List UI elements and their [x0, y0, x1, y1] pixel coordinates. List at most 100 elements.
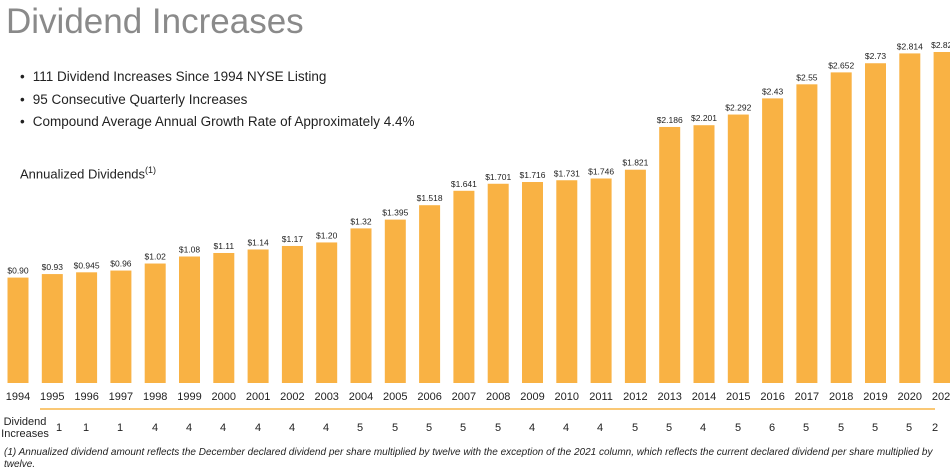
year-tick-label: 2004: [349, 391, 373, 403]
bar-1997: [110, 270, 132, 383]
bar-value-label: $0.96: [110, 259, 132, 269]
bar-2015: [727, 114, 749, 383]
year-tick-label: 1997: [109, 391, 133, 403]
bar-2008: [487, 183, 509, 383]
year-tick-label: 2015: [726, 391, 750, 403]
bar-2009: [522, 182, 543, 383]
bar-value-label: $1.731: [554, 168, 580, 178]
year-tick-label: 1999: [177, 391, 201, 403]
bar-value-label: $1.821: [622, 158, 648, 168]
bar-2006: [419, 205, 441, 383]
bar-1998: [144, 263, 166, 383]
dividend-increase-count: 5: [872, 422, 878, 434]
bar-2013: [659, 126, 681, 384]
annualized-dividends-label: Annualized Dividends(1): [20, 165, 156, 181]
bar-2011: [590, 178, 612, 383]
bar-2002: [281, 245, 303, 383]
year-tick-label: 2016: [760, 391, 784, 403]
dividend-increase-count: 4: [563, 422, 569, 434]
dividend-increase-count: 5: [426, 422, 432, 434]
bar-2010: [556, 180, 578, 383]
dividend-increases-label: Increases: [1, 428, 49, 440]
dividend-increase-count: 4: [529, 422, 535, 434]
year-tick-label: 2002: [280, 391, 304, 403]
year-tick-label: 1996: [74, 391, 98, 403]
dividend-increase-count: 1: [56, 422, 62, 434]
bar-value-label: $2.826: [931, 40, 950, 50]
bar-value-label: $2.55: [796, 72, 818, 82]
bar-1996: [76, 272, 98, 383]
bar-2001: [247, 249, 269, 383]
footnote-marker: (1): [145, 165, 157, 175]
dividend-increase-count: 4: [597, 422, 603, 434]
annualized-dividends-text: Annualized Dividends: [20, 166, 146, 182]
dividend-increase-count: 6: [769, 422, 775, 434]
highlight-item: 111 Dividend Increases Since 1994 NYSE L…: [20, 68, 414, 85]
bar-value-label: $2.652: [828, 60, 854, 70]
bar-2004: [350, 228, 372, 383]
dividend-increase-count: 5: [460, 422, 466, 434]
bar-1995: [41, 274, 63, 383]
year-tick-label: 2012: [623, 391, 647, 403]
bar-2016: [762, 98, 784, 383]
bar-value-label: $1.20: [316, 230, 338, 240]
dividend-increase-count: 5: [392, 422, 398, 434]
year-tick-label: 2001: [246, 391, 270, 403]
year-tick-label: 2000: [212, 391, 236, 403]
bar-2003: [316, 242, 338, 383]
dividend-increase-count: 5: [632, 422, 638, 434]
bar-2007: [453, 190, 475, 383]
year-tick-label: 1994: [6, 391, 30, 403]
year-tick-label: 2003: [314, 391, 338, 403]
bar-value-label: $1.32: [350, 216, 372, 226]
dividend-increase-count: 5: [906, 422, 912, 434]
bar-2020: [899, 53, 921, 384]
year-tick-label: 2014: [692, 391, 716, 403]
year-tick-label: 2007: [452, 391, 476, 403]
dividend-increase-count: 5: [357, 422, 363, 434]
bar-value-label: $1.02: [145, 252, 167, 262]
bar-value-label: $1.11: [213, 241, 234, 251]
bar-2017: [796, 84, 818, 383]
bar-value-label: $1.17: [282, 234, 304, 244]
year-tick-label: 2006: [417, 391, 441, 403]
year-tick-label: 2005: [383, 391, 407, 403]
dividend-increase-count: 5: [838, 422, 844, 434]
bar-value-label: $0.93: [42, 262, 64, 272]
bar-value-label: $2.43: [762, 86, 784, 96]
highlights-list: 111 Dividend Increases Since 1994 NYSE L…: [20, 68, 415, 136]
bar-value-label: $1.746: [588, 166, 614, 176]
bar-value-label: $1.14: [247, 237, 269, 247]
bar-value-label: $1.716: [520, 170, 546, 180]
bar-value-label: $1.518: [417, 193, 443, 203]
bar-value-label: $1.641: [451, 179, 477, 189]
year-tick-label: 2020: [898, 391, 922, 403]
year-tick-label: 2013: [657, 391, 681, 403]
dividend-increase-count: 5: [666, 422, 672, 434]
dividend-increase-count: 1: [83, 422, 89, 434]
bar-value-label: $1.701: [485, 172, 511, 182]
dividend-increase-count: 4: [220, 422, 226, 434]
highlight-item: 95 Consecutive Quarterly Increases: [20, 91, 414, 108]
footnote: (1) Annualized dividend amount reflects …: [4, 447, 933, 470]
dividend-increase-count: 4: [186, 422, 192, 434]
year-tick-label: 1998: [143, 391, 167, 403]
bar-value-label: $0.945: [74, 260, 100, 270]
year-tick-label: 2011: [589, 391, 613, 403]
bar-2021: [933, 52, 950, 383]
dividend-increase-count: 5: [735, 422, 741, 434]
dividend-increase-count: 2: [932, 422, 938, 434]
year-tick-label: 2019: [863, 391, 887, 403]
year-tick-label: 2010: [555, 391, 579, 403]
dividend-increase-count: 1: [117, 422, 123, 434]
bar-2012: [624, 169, 646, 383]
dividend-increase-count: 4: [289, 422, 295, 434]
bar-1999: [179, 256, 200, 383]
bar-value-label: $2.201: [691, 113, 717, 123]
bar-value-label: $2.186: [657, 115, 683, 125]
year-tick-label: 2008: [486, 391, 510, 403]
dividend-increase-count: 4: [255, 422, 261, 434]
bar-2005: [384, 219, 406, 383]
bar-1994: [7, 277, 29, 383]
